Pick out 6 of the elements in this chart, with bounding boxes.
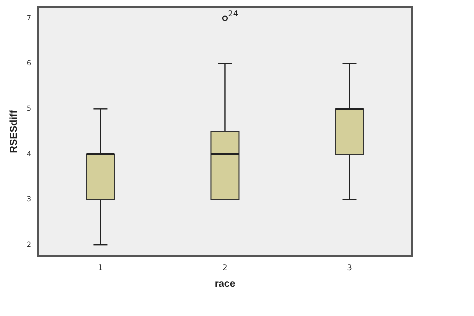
x-tick-label: 1 [98, 263, 104, 272]
annotation: 24 [228, 10, 238, 19]
x-tick-label: 2 [222, 263, 228, 272]
x-tick-label: 3 [347, 263, 352, 272]
y-axis-title: RSESdiff [8, 110, 20, 154]
x-axis-title: race [214, 278, 236, 290]
